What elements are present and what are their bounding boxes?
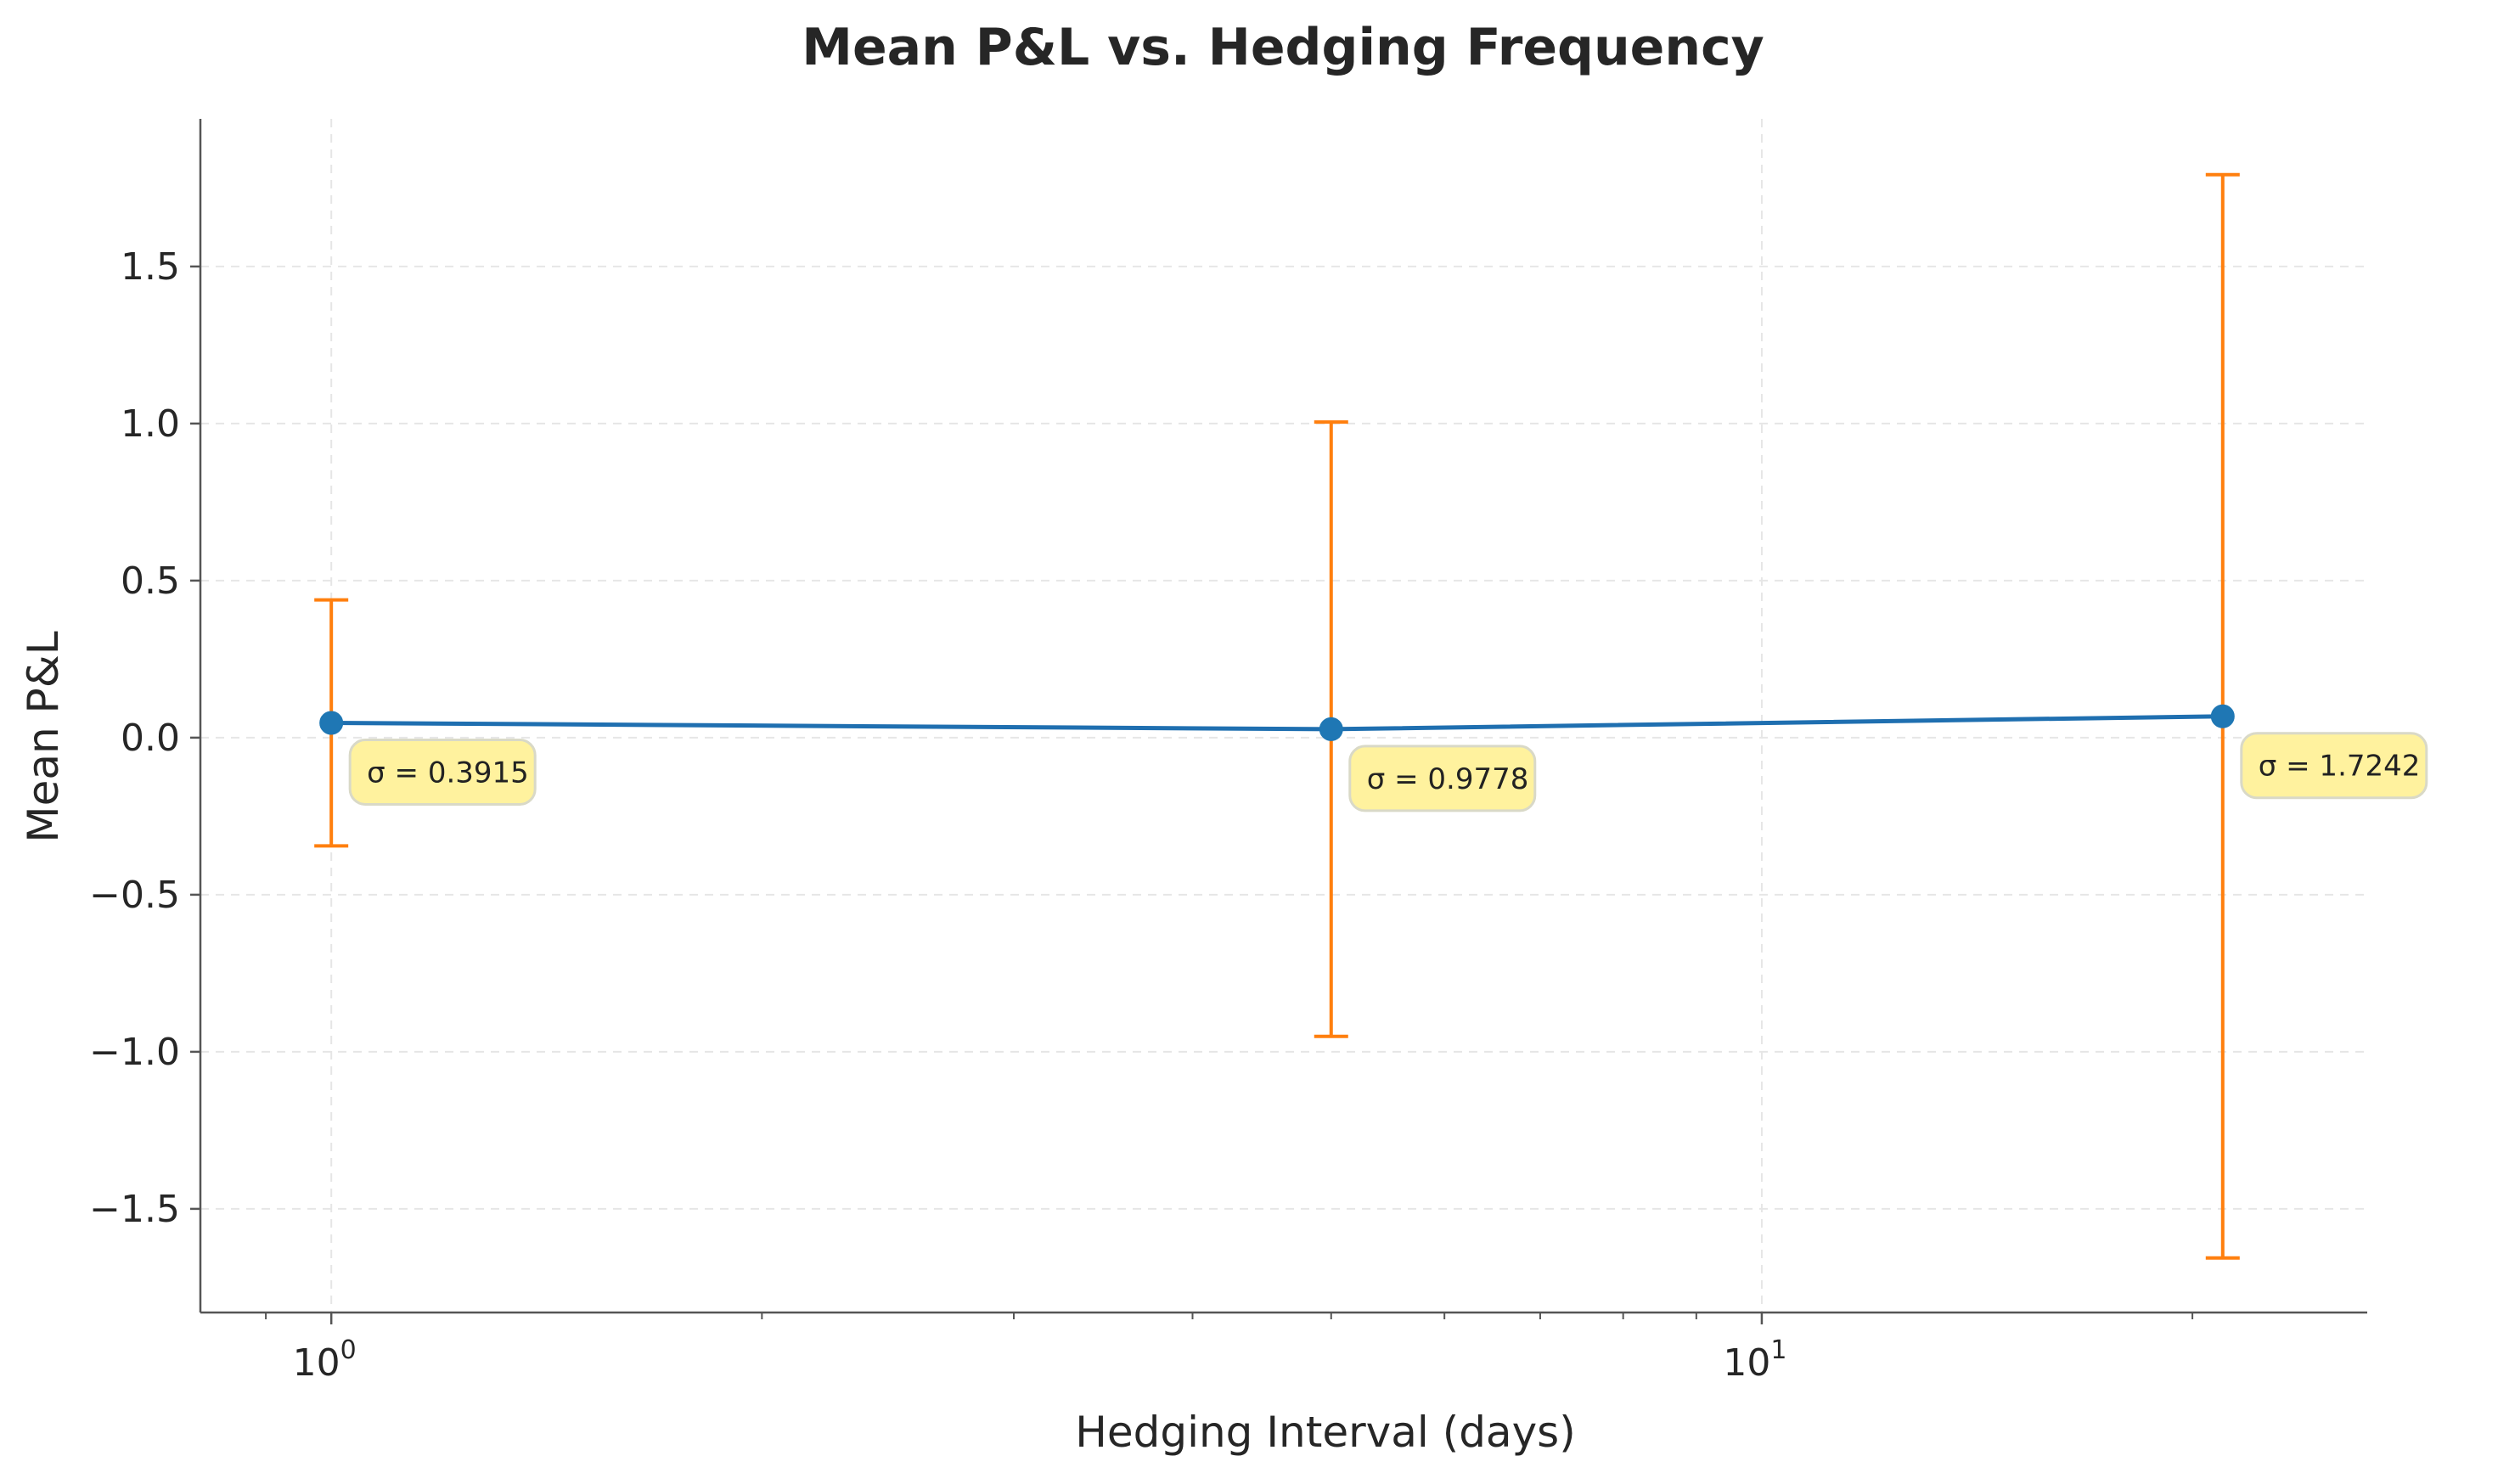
sigma-annotation: σ = 0.9778 — [1348, 745, 1537, 812]
y-axis-label: Mean P&L — [19, 631, 68, 842]
x-tick-label: 100 — [293, 1335, 357, 1385]
axes — [190, 119, 2367, 1324]
annotation-text: σ = 0.3915 — [367, 756, 529, 790]
x-tick-label: 101 — [1723, 1335, 1786, 1385]
annotation-box — [1348, 745, 1537, 812]
error-bars — [314, 172, 2240, 1260]
annotation-box — [348, 739, 537, 807]
y-tick-label: −1.0 — [89, 1031, 180, 1074]
data-point — [1319, 717, 1343, 741]
y-tick-label: −0.5 — [89, 874, 180, 917]
series-line — [331, 714, 2223, 732]
y-tick-label: 0.5 — [121, 559, 180, 603]
y-tick-label: 0.0 — [121, 717, 180, 760]
data-point — [319, 711, 344, 735]
annotation-text: σ = 0.9778 — [1367, 762, 1529, 796]
y-tick-label: 1.0 — [121, 402, 180, 446]
y-tick-label: −1.5 — [89, 1188, 180, 1231]
sigma-annotation: σ = 1.7242 — [2240, 732, 2428, 800]
grid-lines — [200, 119, 2367, 1313]
sigma-annotation: σ = 0.3915 — [348, 739, 537, 807]
y-tick-label: 1.5 — [121, 245, 180, 289]
sigma-annotations: σ = 0.3915 σ = 0.9778 σ = 1.7242 — [348, 732, 2428, 812]
annotation-box — [2240, 732, 2428, 800]
data-series — [319, 704, 2235, 741]
annotation-text: σ = 1.7242 — [2259, 750, 2421, 784]
tick-labels: 1.5 1.0 0.5 0.0 −0.5 −1.0 −1.5 100 101 — [89, 245, 1786, 1385]
chart-title: Mean P&L vs. Hedging Frequency — [802, 18, 1764, 77]
x-axis-label: Hedging Interval (days) — [1075, 1408, 1575, 1457]
data-point — [2210, 704, 2235, 728]
